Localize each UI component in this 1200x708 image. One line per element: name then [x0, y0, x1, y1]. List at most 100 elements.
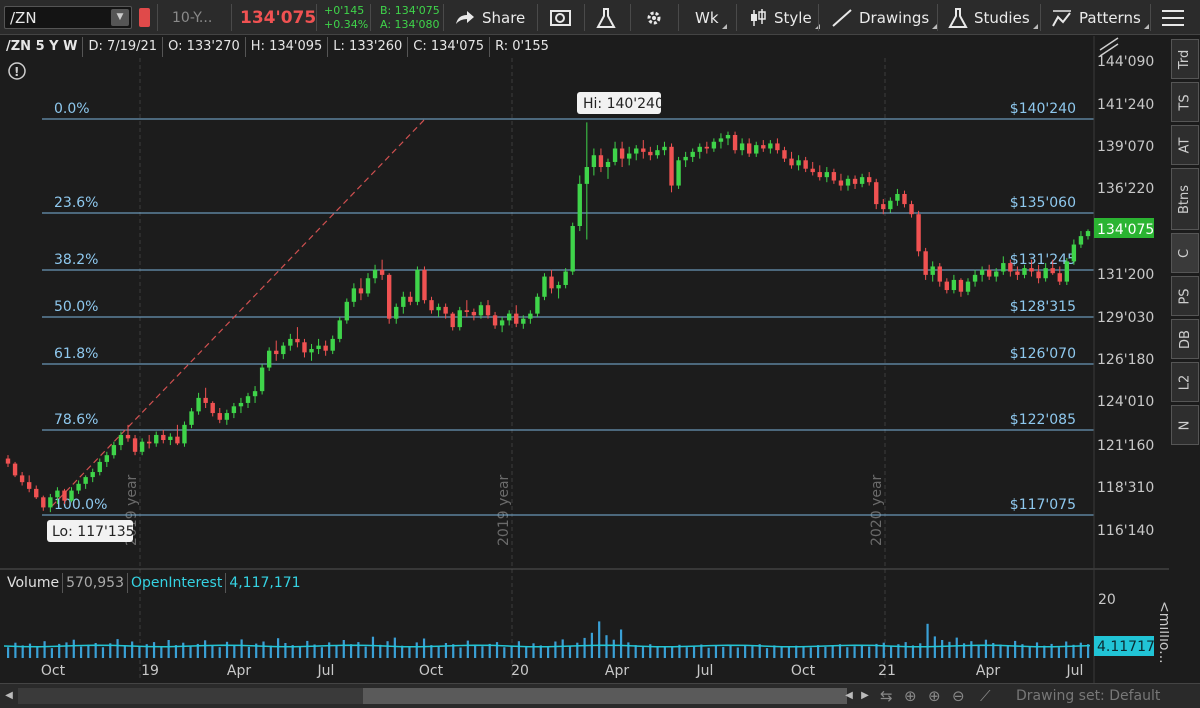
scroll-right-icon[interactable]: ▶: [861, 690, 869, 701]
time-tick-label: Jul: [317, 663, 335, 679]
fib-price-label: $122'085: [1010, 412, 1076, 428]
scale-icon[interactable]: [1099, 37, 1119, 57]
candle-body: [584, 167, 590, 184]
tab-ps[interactable]: PS: [1171, 276, 1199, 316]
candle-body: [344, 301, 350, 321]
time-tick-label: 19: [141, 663, 159, 679]
candle-body: [986, 269, 992, 277]
timeframe-button[interactable]: Wk: [695, 0, 727, 35]
timeframe-label: Wk: [695, 8, 719, 27]
separator: [316, 4, 317, 31]
candle-body: [704, 146, 710, 149]
candle-body: [612, 148, 618, 162]
style-button[interactable]: Style: [748, 0, 820, 35]
candle-body: [535, 296, 540, 314]
volume-bar: [904, 642, 907, 658]
volume-bar: [846, 647, 849, 658]
volume-bar: [87, 644, 90, 658]
candle-body: [655, 150, 660, 156]
price-tick-label: 129'030: [1097, 310, 1154, 326]
candle-body: [464, 310, 470, 312]
candle-body: [231, 406, 237, 414]
candle-body: [238, 402, 244, 407]
separator: [443, 4, 444, 31]
flask-button[interactable]: [596, 0, 616, 35]
expand-icon[interactable]: ⇆: [880, 687, 893, 705]
volume-bar: [218, 647, 221, 658]
volume-bar: [1028, 646, 1031, 658]
share-button[interactable]: Share: [454, 0, 525, 35]
candle-body: [994, 271, 999, 277]
scroll-left-icon[interactable]: ◀: [5, 690, 13, 701]
volume-bar: [627, 642, 630, 658]
volume-bar: [401, 645, 404, 658]
tab-btns[interactable]: Btns: [1171, 168, 1199, 230]
candle-body: [598, 155, 604, 168]
separator: [1040, 4, 1041, 31]
volume-bar: [583, 637, 586, 658]
screenshot-button[interactable]: [549, 0, 573, 35]
candle-body: [203, 397, 208, 403]
ask-price: A: 134'080: [380, 18, 440, 31]
year-marker-label: 2019 year: [496, 474, 512, 546]
volume-bar: [1057, 647, 1061, 658]
volume-bar: [554, 641, 557, 658]
main-toolbar: /ZN ▼ 10-Y... 134'075 +0'145 +0.34% B: 1…: [0, 0, 1200, 35]
candle-body: [330, 338, 335, 351]
candle-body: [937, 266, 942, 282]
zoom-out-icon[interactable]: ⊖: [952, 687, 965, 705]
volume-label[interactable]: Volume: [4, 573, 64, 593]
year-marker-label: 2020 year: [869, 474, 885, 546]
tab-at[interactable]: AT: [1171, 125, 1199, 165]
time-tick-label: 20: [511, 663, 529, 679]
scroll-thumb[interactable]: [363, 688, 847, 704]
gear-icon: [647, 11, 661, 24]
candle-body: [365, 278, 371, 294]
tab-db[interactable]: DB: [1171, 319, 1199, 359]
price-tick-label: 144'090: [1097, 54, 1154, 70]
candle-body: [888, 200, 893, 210]
price-tick-label: 141'240: [1097, 97, 1154, 113]
symbol-text: /ZN: [10, 8, 37, 27]
candle-body: [951, 279, 957, 291]
price-chart[interactable]: 2019 year 2019 year 2020 year 0.0% $140'240…: [0, 36, 1169, 683]
chart-menu-button[interactable]: [1160, 0, 1186, 35]
candle-body: [12, 463, 18, 476]
open-interest-label[interactable]: OpenInterest: [128, 573, 227, 593]
tab-ts[interactable]: TS: [1171, 82, 1199, 122]
patterns-button[interactable]: Patterns: [1051, 0, 1149, 35]
candle-body: [41, 497, 46, 508]
settings-button[interactable]: [644, 0, 664, 35]
zoom-in-icon[interactable]: ⊕: [928, 687, 941, 705]
drawing-set-label[interactable]: Drawing set: Default: [1016, 688, 1161, 704]
volume-bar: [649, 644, 652, 658]
volume-bar: [94, 643, 97, 658]
symbol-dropdown-icon[interactable]: ▼: [111, 9, 129, 26]
scroll-left-small-icon[interactable]: ◀: [845, 690, 853, 701]
tab-trd[interactable]: Trd: [1171, 39, 1199, 79]
candle-body: [676, 160, 681, 186]
current-price-text: 134'075: [1097, 222, 1154, 238]
tab-l2[interactable]: L2: [1171, 362, 1199, 402]
volume-bar: [802, 646, 805, 658]
tab-c[interactable]: C: [1171, 233, 1199, 273]
volume-bar: [809, 647, 812, 658]
crosshair-icon[interactable]: ⊕: [904, 687, 917, 705]
volume-bar: [714, 645, 718, 658]
fibonacci-retracement[interactable]: 0.0% $140'240 23.6% $135'060 38.2% $131'245 50…: [42, 101, 1094, 516]
pan-icon[interactable]: ⟋: [980, 687, 991, 705]
symbol-input[interactable]: /ZN ▼: [4, 6, 132, 29]
alert-icon[interactable]: [8, 62, 26, 80]
open-interest-line: [3, 644, 1091, 648]
scroll-track[interactable]: [18, 688, 847, 704]
volume-bar: [116, 639, 119, 658]
volume-bar: [744, 646, 747, 658]
tab-n[interactable]: N: [1171, 405, 1199, 445]
fib-price-label: $131'245: [1010, 252, 1076, 268]
volume-bar: [510, 645, 513, 658]
candle-body: [542, 276, 547, 297]
studies-button[interactable]: Studies: [948, 0, 1038, 35]
link-color-icon[interactable]: [139, 8, 150, 27]
drawings-button[interactable]: Drawings: [831, 0, 938, 35]
volume-bar: [393, 637, 396, 658]
